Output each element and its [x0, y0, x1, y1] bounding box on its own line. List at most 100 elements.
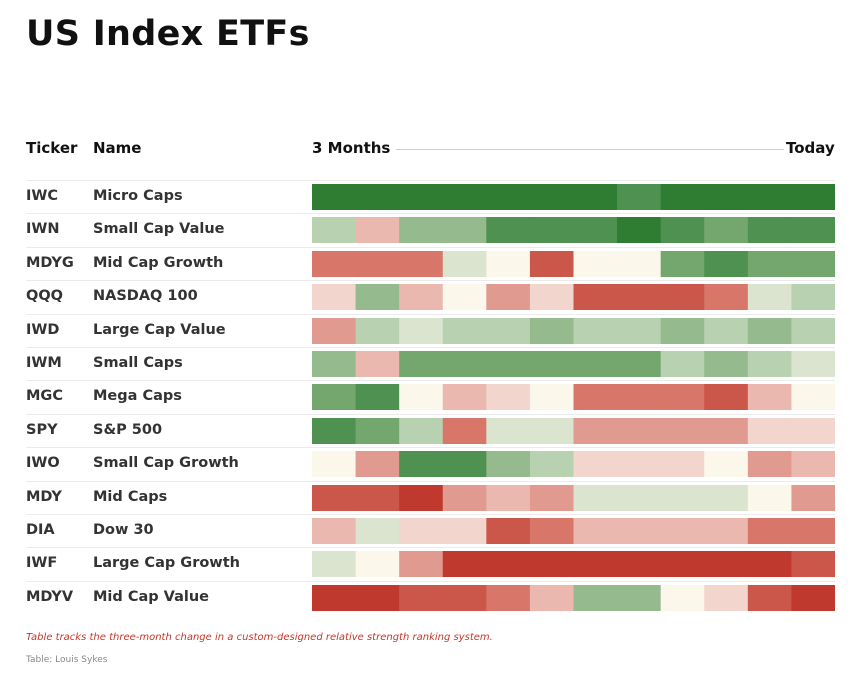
- heat-strip: [312, 518, 835, 544]
- heat-cell: [617, 217, 662, 244]
- heat-cell: [312, 417, 357, 444]
- ticker-cell: MDYG: [26, 254, 74, 271]
- heat-cell: [791, 217, 835, 244]
- name-cell: Large Cap Value: [93, 321, 226, 338]
- name-cell: Small Cap Growth: [93, 455, 239, 472]
- heat-cell: [617, 551, 662, 578]
- heat-cell: [747, 284, 793, 311]
- heat-cell: [704, 417, 749, 444]
- heat-cell: [355, 584, 400, 611]
- heat-cell: [529, 451, 575, 478]
- heat-cell: [573, 284, 618, 311]
- heat-cell: [486, 384, 531, 411]
- heat-cell: [312, 451, 357, 478]
- table-row: IWD Large Cap Value: [26, 313, 835, 348]
- heat-cell: [660, 184, 705, 210]
- heat-cell: [617, 417, 662, 444]
- table-row: IWO Small Cap Growth: [26, 447, 835, 481]
- heat-cell: [312, 184, 357, 210]
- heat-cell: [791, 284, 835, 311]
- heat-cell: [660, 217, 705, 244]
- heat-strip-svg: [312, 518, 835, 544]
- table-row: IWN Small Cap Value: [26, 213, 835, 247]
- heat-cell: [791, 417, 835, 444]
- heat-cell: [660, 417, 705, 444]
- heat-cell: [791, 250, 835, 277]
- ticker-cell: MDYV: [26, 588, 74, 605]
- heat-cell: [617, 584, 662, 611]
- heat-cell: [529, 584, 575, 611]
- ticker-column-header: Ticker: [26, 139, 78, 157]
- heat-cell: [704, 551, 749, 578]
- heat-cell: [529, 417, 575, 444]
- name-cell: S&P 500: [93, 421, 163, 438]
- heat-cell: [747, 384, 793, 411]
- name-cell: NASDAQ 100: [93, 288, 198, 305]
- heat-cell: [399, 551, 444, 578]
- heat-cell: [486, 518, 531, 544]
- heat-cell: [355, 217, 400, 244]
- heat-cell: [704, 518, 749, 544]
- heat-cell: [486, 451, 531, 478]
- heat-cell: [660, 351, 705, 377]
- heat-cell: [791, 184, 835, 210]
- heat-cell: [355, 451, 400, 478]
- heat-cell: [747, 451, 793, 478]
- table-row: SPY S&P 500: [26, 413, 835, 448]
- name-cell: Mid Cap Growth: [93, 254, 224, 271]
- heat-cell: [442, 551, 487, 578]
- heat-cell: [660, 584, 705, 611]
- heat-cell: [747, 317, 793, 344]
- heat-cell: [399, 351, 444, 377]
- heat-strip-svg: [312, 317, 835, 344]
- heat-strip-svg: [312, 284, 835, 311]
- heat-cell: [399, 451, 444, 478]
- heat-cell: [355, 250, 400, 277]
- heat-cell: [573, 417, 618, 444]
- ticker-cell: IWD: [26, 321, 60, 338]
- heat-cell: [704, 317, 749, 344]
- name-cell: Mega Caps: [93, 388, 182, 405]
- name-cell: Dow 30: [93, 522, 154, 538]
- name-cell: Small Caps: [93, 355, 183, 371]
- heat-cell: [617, 384, 662, 411]
- heat-cell: [573, 384, 618, 411]
- heat-cell: [529, 384, 575, 411]
- chart-title: US Index ETFs: [26, 14, 310, 54]
- heat-cell: [704, 284, 749, 311]
- heat-cell: [529, 484, 575, 511]
- heat-cell: [791, 317, 835, 344]
- heat-cell: [791, 351, 835, 377]
- heat-cell: [747, 484, 793, 511]
- table-row: QQQ NASDAQ 100: [26, 280, 835, 314]
- heat-cell: [486, 551, 531, 578]
- ticker-cell: SPY: [26, 421, 58, 438]
- heat-strip-svg: [312, 451, 835, 478]
- ticker-cell: IWM: [26, 355, 62, 371]
- heat-cell: [355, 484, 400, 511]
- heat-strip-svg: [312, 551, 835, 578]
- heat-strip-svg: [312, 384, 835, 411]
- heat-cell: [747, 551, 793, 578]
- heat-cell: [791, 484, 835, 511]
- heat-cell: [617, 518, 662, 544]
- heat-cell: [399, 317, 444, 344]
- heat-cell: [442, 584, 487, 611]
- heat-cell: [442, 250, 487, 277]
- heat-strip: [312, 484, 835, 511]
- heat-strip: [312, 384, 835, 411]
- table-row: MDYG Mid Cap Growth: [26, 246, 835, 281]
- heat-cell: [442, 484, 487, 511]
- heat-cell: [355, 417, 400, 444]
- name-column-header: Name: [93, 139, 142, 157]
- heat-cell: [355, 518, 400, 544]
- heat-cell: [399, 584, 444, 611]
- heat-strip-svg: [312, 484, 835, 511]
- heat-strip: [312, 551, 835, 578]
- heat-cell: [617, 484, 662, 511]
- timeline-rule: [396, 149, 784, 150]
- table-row: DIA Dow 30: [26, 514, 835, 548]
- ticker-cell: IWN: [26, 221, 60, 238]
- heat-strip: [312, 217, 835, 244]
- ticker-cell: MGC: [26, 388, 63, 405]
